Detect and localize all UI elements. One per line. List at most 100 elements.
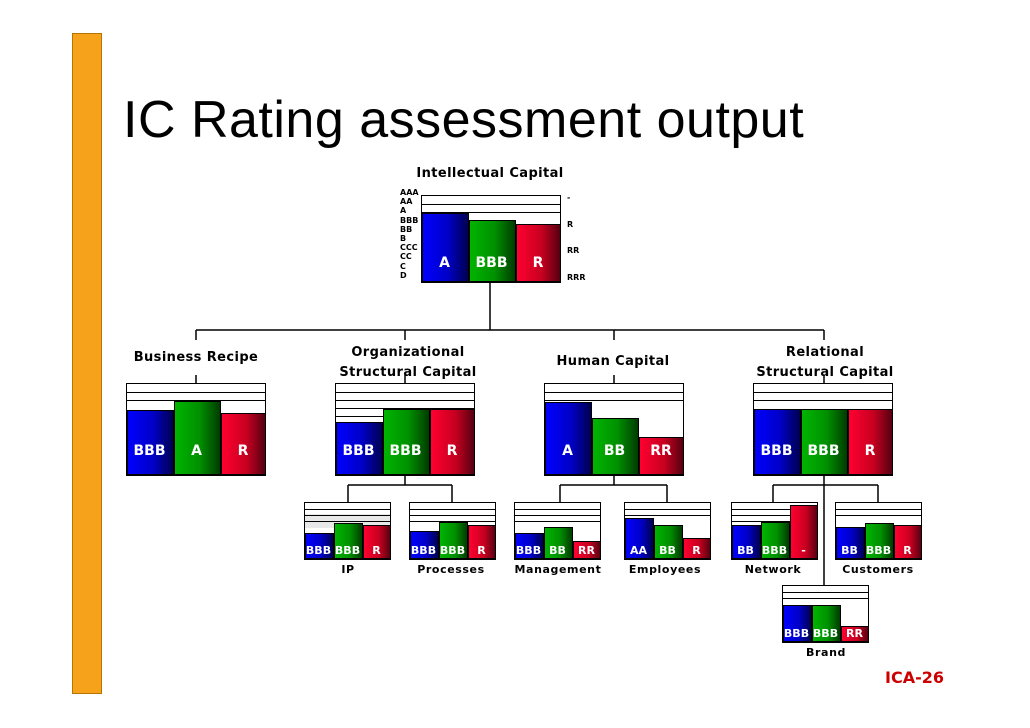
rating-gridline	[545, 392, 683, 393]
human-capital-bar-3	[639, 437, 683, 475]
network-chart	[731, 502, 818, 560]
rating-gridline	[410, 509, 495, 510]
ip-bar-2	[334, 523, 363, 559]
rating-gridline	[127, 400, 265, 401]
brand-chart	[782, 585, 869, 643]
customers-bar-1	[836, 527, 865, 559]
rating-gridline	[545, 400, 683, 401]
processes-bar-2	[439, 522, 468, 559]
rating-gridline	[515, 521, 600, 522]
human-capital-rating-label-3: RR	[650, 443, 672, 459]
customers-rating-label-3: R	[903, 544, 912, 557]
business-recipe-rating-label-1: BBB	[133, 443, 166, 459]
brand-rating-label-1: BBB	[783, 627, 810, 640]
processes-rating-label-3: R	[477, 544, 486, 557]
organizational-structural-capital-title-line-1: Organizational	[351, 345, 465, 360]
rating-gridline	[732, 521, 817, 522]
employees-bar-3	[683, 538, 710, 559]
employees-caption: Employees	[628, 563, 702, 576]
rating-gridline	[305, 515, 390, 516]
intellectual-capital-bar-1	[422, 213, 469, 282]
management-rating-label-2: BB	[549, 544, 566, 557]
employees-rating-label-3: R	[692, 544, 701, 557]
employees-chart	[624, 502, 711, 560]
intellectual-capital-rating-label-3: R	[532, 255, 544, 271]
rating-gridline	[305, 509, 390, 510]
ip-chart	[304, 502, 391, 560]
relational-structural-capital-title-line-2: Structural Capital	[756, 365, 894, 380]
organizational-structural-capital-title: Organizational Structural Capital	[328, 343, 488, 383]
rating-gridline	[783, 598, 868, 599]
ip-bar-3	[363, 525, 390, 559]
network-rating-label-2: BBB	[761, 544, 788, 557]
network-rating-label-1: BB	[737, 544, 754, 557]
rating-gridline	[410, 521, 495, 522]
customers-bar-2	[865, 523, 894, 559]
business-recipe-bar-3	[221, 413, 265, 475]
rating-gridline	[336, 392, 474, 393]
brand-caption: Brand	[806, 646, 846, 659]
brand-bar-3	[841, 626, 868, 642]
accent-stripe	[72, 33, 102, 694]
organizational-structural-capital-bar-2	[383, 409, 430, 475]
network-bar-3	[790, 505, 817, 559]
processes-chart	[409, 502, 496, 560]
customers-rating-label-2: BBB	[865, 544, 892, 557]
network-bar-1	[732, 525, 761, 559]
relational-structural-capital-chart	[753, 383, 893, 476]
rating-gridline	[336, 400, 474, 401]
intellectual-capital-bar-2	[469, 220, 516, 282]
network-rating-label-3: -	[801, 544, 806, 557]
customers-rating-label-1: BB	[841, 544, 858, 557]
network-bar-2	[761, 522, 790, 559]
rating-gridline	[836, 509, 921, 510]
rating-gridline	[422, 212, 560, 213]
employees-rating-label-1: AA	[629, 544, 648, 557]
rating-gridline	[783, 592, 868, 593]
organizational-structural-capital-rating-label-3: R	[446, 443, 458, 459]
processes-rating-label-1: BBB	[410, 544, 437, 557]
management-chart	[514, 502, 601, 560]
relational-structural-capital-rating-label-2: BBB	[807, 443, 840, 459]
employees-rating-label-2: BB	[659, 544, 676, 557]
human-capital-bar-2	[592, 418, 639, 475]
slide-title: IC Rating assessment output	[123, 91, 805, 149]
organizational-structural-capital-bar-3	[430, 409, 474, 475]
relational-structural-capital-rating-label-1: BBB	[760, 443, 793, 459]
employees-bar-2	[654, 525, 683, 559]
rating-gridline	[127, 392, 265, 393]
relational-structural-capital-rating-label-3: R	[864, 443, 876, 459]
ip-rating-label-2: BBB	[334, 544, 361, 557]
rating-gridline	[732, 509, 817, 510]
management-rating-label-3: RR	[578, 544, 595, 557]
relational-structural-capital-bar-2	[801, 409, 848, 475]
rating-gridline	[754, 392, 892, 393]
rating-gridline	[836, 515, 921, 516]
organizational-structural-capital-title-line-2: Structural Capital	[339, 365, 477, 380]
human-capital-title: Human Capital	[556, 354, 670, 369]
rating-scale-left: AAA AA A BBB BB B CCC CC C D	[400, 188, 419, 280]
rating-gridline	[625, 509, 710, 510]
human-capital-bar-1	[545, 402, 592, 475]
management-bar-2	[544, 527, 573, 559]
intellectual-capital-bar-3	[516, 224, 560, 282]
intellectual-capital-rating-label-2: BBB	[475, 255, 508, 271]
rating-gridline	[336, 408, 474, 409]
human-capital-rating-label-2: BB	[603, 443, 626, 459]
root-title: Intellectual Capital	[416, 166, 564, 181]
management-bar-3	[573, 541, 600, 559]
brand-bar-2	[812, 605, 841, 642]
processes-caption: Processes	[417, 563, 485, 576]
management-rating-label-1: BBB	[515, 544, 542, 557]
human-capital-rating-label-1: A	[562, 443, 573, 459]
rating-gridline	[422, 204, 560, 205]
network-caption: Network	[744, 563, 802, 576]
ip-caption: IP	[341, 563, 355, 576]
ip-rating-label-3: R	[372, 544, 381, 557]
rating-gridline	[625, 515, 710, 516]
ip-bar-1	[305, 533, 334, 559]
processes-bar-3	[468, 525, 495, 559]
business-recipe-rating-label-3: R	[237, 443, 249, 459]
relational-structural-capital-title: Relational Structural Capital	[745, 343, 905, 383]
